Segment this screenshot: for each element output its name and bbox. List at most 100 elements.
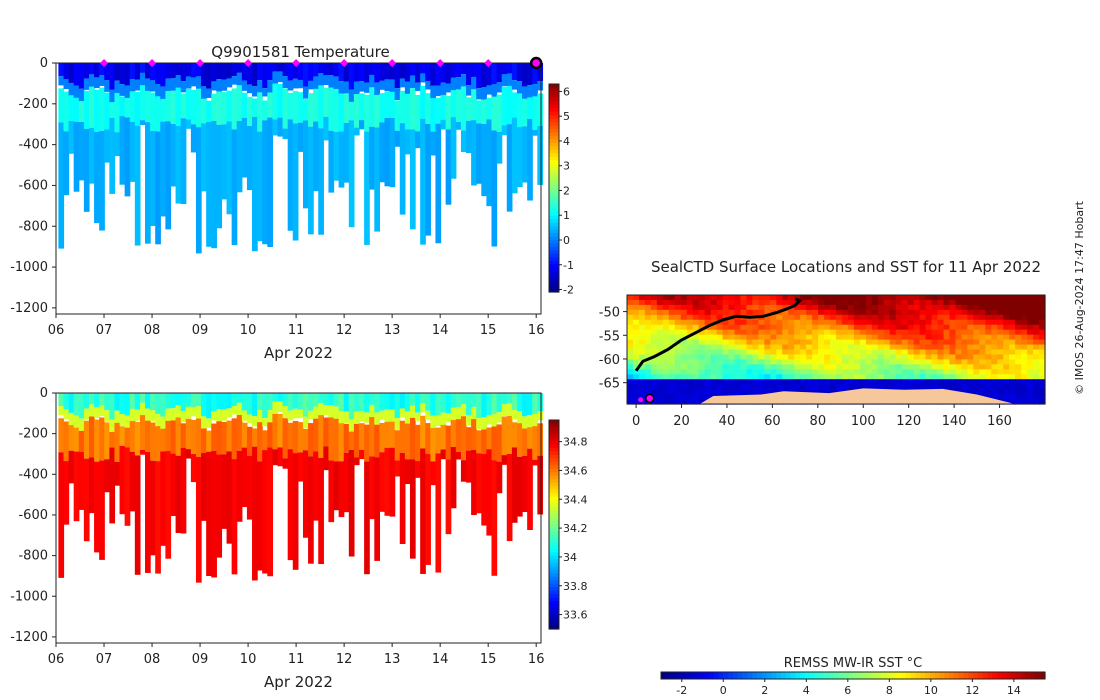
sst-cell: [746, 374, 753, 380]
sst-cell: [668, 334, 676, 341]
profile-cell: [415, 393, 421, 413]
sst-cell: [925, 354, 933, 361]
sst-cell: [1003, 299, 1010, 306]
sst-cell: [788, 364, 795, 370]
sst-cell: [782, 364, 789, 370]
sst-cell: [1003, 304, 1010, 311]
profile-cell: [384, 79, 391, 92]
sst-cell: [1009, 379, 1016, 385]
sst-cell: [644, 389, 652, 395]
sst-cell: [674, 399, 682, 405]
profile-cell: [476, 393, 482, 419]
sst-cell: [985, 299, 992, 306]
sst-cell: [901, 304, 909, 311]
sst-cell: [752, 304, 759, 311]
sst-cell: [794, 329, 801, 336]
profile-cell: [241, 63, 248, 81]
sst-cell: [1033, 329, 1040, 336]
sst-cell: [865, 369, 873, 375]
sst-cell: [704, 374, 712, 380]
sst-cell: [770, 344, 777, 351]
sst-cell: [1027, 329, 1034, 336]
sst-cell: [710, 379, 718, 385]
profile-cell: [201, 416, 207, 430]
colorbar-cell: [549, 174, 559, 179]
profile-cell: [308, 410, 314, 420]
sst-cell: [818, 319, 825, 326]
sst-cell: [674, 344, 682, 351]
sst-cell: [824, 359, 831, 365]
sst-cell: [1021, 304, 1028, 311]
sst-cell: [806, 369, 813, 375]
sst-field: [627, 295, 1046, 405]
sst-cell: [788, 334, 795, 341]
profile-cell: [94, 89, 100, 132]
sst-cell: [883, 324, 891, 331]
sst-cell: [865, 364, 873, 370]
sst-cell: [979, 384, 986, 390]
profile-cell: [379, 452, 386, 512]
sst-cell: [1009, 314, 1016, 321]
sst-cell: [955, 374, 962, 380]
profile-cell: [537, 423, 544, 456]
sst-cell: [650, 339, 658, 346]
colorbar-tick-label: 34: [563, 551, 577, 564]
profile-cell: [83, 393, 90, 409]
profile-cell: [145, 420, 151, 452]
sst-cell: [919, 359, 927, 365]
sst-cell: [668, 339, 676, 346]
sst-cell: [746, 364, 753, 370]
profile-cell: [318, 85, 324, 129]
profile-cell: [68, 120, 75, 154]
sst-cell: [638, 329, 646, 336]
profile-cell: [155, 461, 161, 574]
sst-cell: [955, 304, 962, 311]
profile-cell: [506, 73, 513, 86]
sst-cell: [955, 339, 962, 346]
y-tick-label: -800: [18, 549, 48, 564]
sst-cell: [716, 309, 724, 316]
sst-cell: [782, 374, 789, 380]
sst-cell: [830, 339, 837, 346]
sst-colorbar-cell: [891, 672, 897, 679]
sst-cell: [871, 295, 879, 301]
profile-cell: [511, 92, 518, 118]
surface-location-marker: [100, 59, 109, 67]
profile-cell: [185, 406, 192, 419]
sst-cell: [949, 295, 957, 301]
sst-cell: [1003, 354, 1010, 361]
sst-cell: [985, 339, 992, 346]
profile-cell: [104, 80, 110, 92]
sst-colorbar-cell: [992, 672, 998, 679]
sst-cell: [991, 374, 998, 380]
profile-cell: [455, 77, 462, 92]
sst-cell: [752, 344, 759, 351]
profile-cell: [374, 94, 380, 128]
sst-cell: [985, 364, 992, 370]
sst-cell: [776, 349, 783, 356]
profile-cell: [420, 448, 426, 574]
sst-cell: [836, 344, 843, 351]
sst-cell: [1033, 349, 1040, 356]
profile-cell: [206, 393, 212, 419]
profile-cell: [516, 93, 523, 128]
sst-cell: [889, 324, 897, 331]
sst-cell: [788, 314, 795, 321]
profile-cell: [460, 86, 467, 131]
colorbar-cell: [549, 132, 559, 137]
sst-cell: [788, 349, 795, 356]
sst-cell: [806, 339, 813, 346]
profile-cell: [435, 123, 442, 244]
sst-cell: [638, 374, 646, 380]
profile-cell: [527, 85, 533, 100]
profile-cell: [323, 393, 330, 406]
sst-colorbar-cell: [1030, 672, 1036, 679]
sst-cell: [967, 369, 974, 375]
colorbar-cell: [549, 552, 559, 557]
profile-cell: [114, 393, 121, 411]
sst-cell: [728, 304, 736, 311]
sst-cell: [1027, 364, 1034, 370]
profile-cell: [134, 455, 141, 575]
profile-cell: [532, 84, 538, 101]
